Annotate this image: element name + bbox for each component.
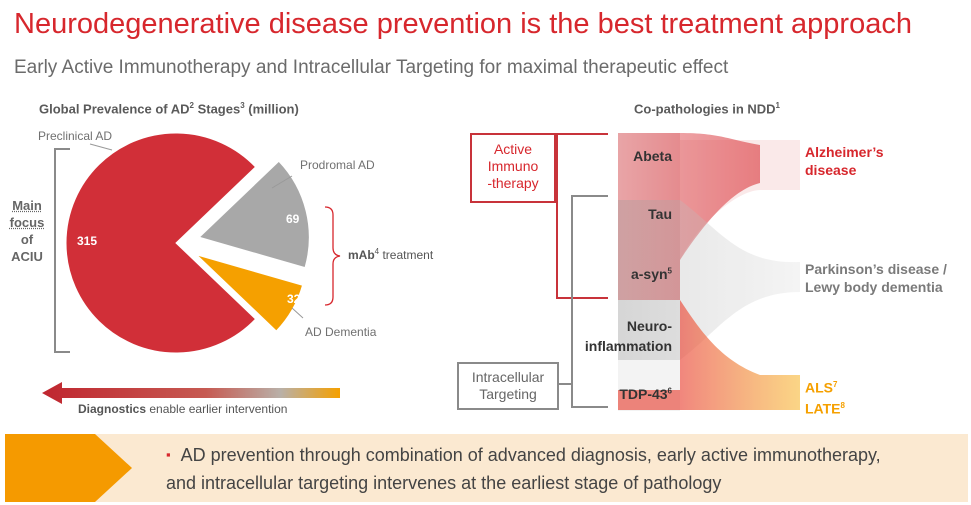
- outcome-als-late: ALS7 LATE8: [805, 379, 845, 417]
- banner-text: ▪ AD prevention through combination of ad…: [166, 445, 881, 493]
- dementia-leader: [291, 307, 304, 319]
- copathologies-heading: Co-pathologies in NDD1: [634, 101, 780, 117]
- main-focus-label: Main focus of ACIU: [9, 198, 45, 264]
- page-title: Neurodegenerative disease prevention is …: [14, 8, 912, 40]
- pie-label-preclinical: Preclinical AD: [38, 129, 113, 143]
- pie-value-prodromal: 69: [286, 212, 300, 226]
- pie-slice-preclinical: [65, 132, 257, 354]
- diagnostics-label: Diagnostics enable earlier intervention: [78, 402, 288, 416]
- mab-treatment-label: mAb4 treatment: [348, 247, 434, 262]
- active-immunotherapy-box: Active Immuno -therapy: [470, 133, 556, 203]
- page-subtitle: Early Active Immunotherapy and Intracell…: [14, 57, 729, 78]
- co-pathology-flow: [618, 133, 800, 411]
- pie-value-dementia: 32: [287, 292, 301, 306]
- mab-brace: [324, 206, 341, 306]
- pathology-asyn: a-syn5: [630, 266, 672, 282]
- summary-banner: [5, 434, 968, 502]
- focus-bracket: [54, 148, 70, 353]
- intracellular-connector: [571, 195, 608, 408]
- diagnostics-arrow: [42, 382, 340, 404]
- prodromal-leader: [271, 175, 293, 189]
- intracellular-targeting-box: Intracellular Targeting: [457, 362, 559, 410]
- pie-slice-dementia: [196, 254, 304, 332]
- pathology-abeta: Abeta: [633, 148, 672, 164]
- pie-label-prodromal: Prodromal AD: [300, 158, 375, 172]
- pathology-tau: Tau: [648, 206, 672, 222]
- outcome-alzheimers: Alzheimer’s disease: [805, 144, 884, 178]
- pathology-tdp43: TDP-436: [619, 386, 672, 402]
- pathology-neuroinflammation: Neuro- inflammation: [584, 318, 672, 354]
- prevalence-heading: Global Prevalence of AD2 Stages3 (millio…: [39, 101, 299, 117]
- pie-slice-prodromal: [198, 160, 310, 269]
- preclinical-leader: [89, 143, 113, 151]
- outcome-parkinsons: Parkinson’s disease / Lewy body dementia: [805, 261, 947, 295]
- pie-value-preclinical: 315: [77, 234, 98, 248]
- pie-label-dementia: AD Dementia: [305, 325, 377, 339]
